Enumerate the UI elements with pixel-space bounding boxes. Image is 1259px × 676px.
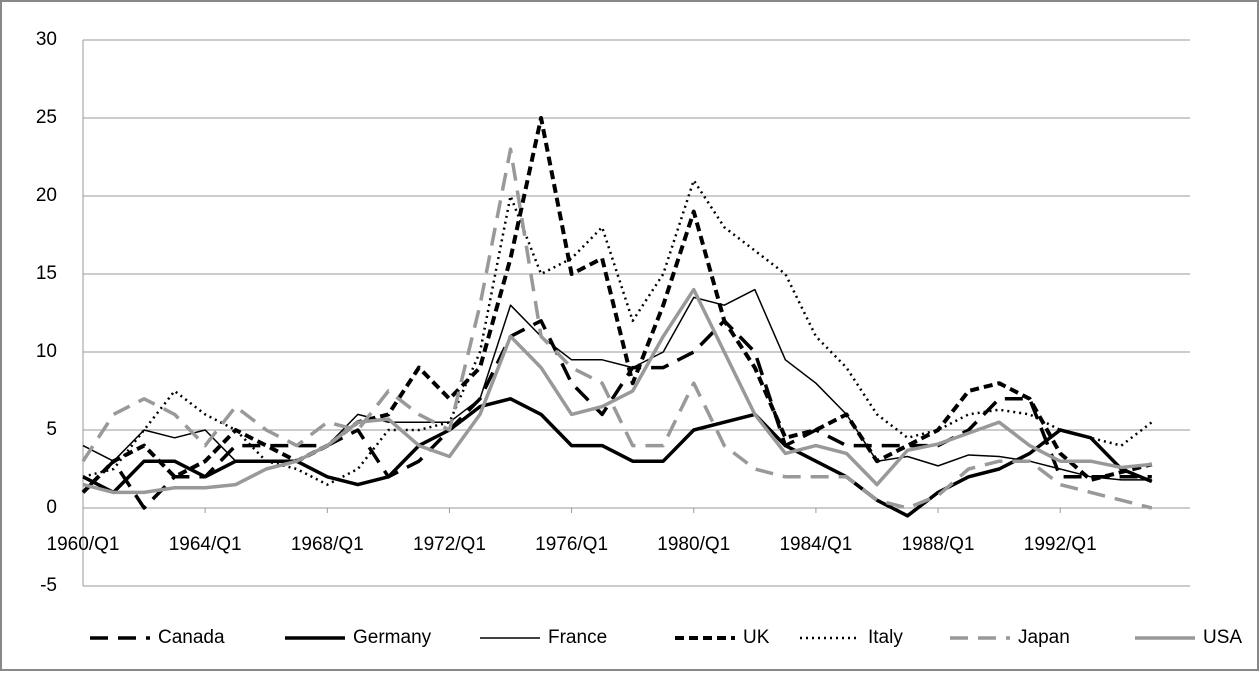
x-tick-label: 1988/Q1: [902, 534, 975, 555]
series-line: [82, 287, 1153, 495]
legend-label: Canada: [158, 627, 225, 648]
x-tick-label: 1968/Q1: [291, 534, 364, 555]
y-tick-label: 25: [36, 107, 57, 128]
x-tick-label: 1992/Q1: [1024, 534, 1097, 555]
legend-label: Italy: [868, 627, 903, 648]
y-tick-label: 20: [36, 185, 57, 206]
series-line: [81, 319, 1152, 510]
x-tick-label: 1964/Q1: [169, 534, 242, 555]
y-tick-label: 0: [46, 497, 57, 518]
legend-label: UK: [743, 627, 770, 648]
x-tick-label: 1960/Q1: [47, 534, 120, 555]
legend-label: France: [548, 627, 607, 648]
x-tick-label: 1976/Q1: [535, 534, 608, 555]
legend-label: Japan: [1018, 627, 1070, 648]
y-tick-label: 30: [36, 29, 57, 50]
series-line: [81, 116, 1153, 494]
x-tick-label: 1984/Q1: [779, 534, 852, 555]
y-tick-label: 10: [36, 341, 57, 362]
x-tick-label: 1972/Q1: [413, 534, 486, 555]
y-tick-label: 5: [46, 419, 57, 440]
x-tick-label: 1980/Q1: [657, 534, 730, 555]
y-tick-label: 15: [36, 263, 57, 284]
series-line: [82, 288, 1152, 481]
series-line: [81, 147, 1153, 510]
series-line: [82, 179, 1153, 486]
y-tick-label: -5: [40, 575, 57, 596]
legend-label: USA: [1203, 627, 1242, 648]
legend-label: Germany: [353, 627, 432, 648]
